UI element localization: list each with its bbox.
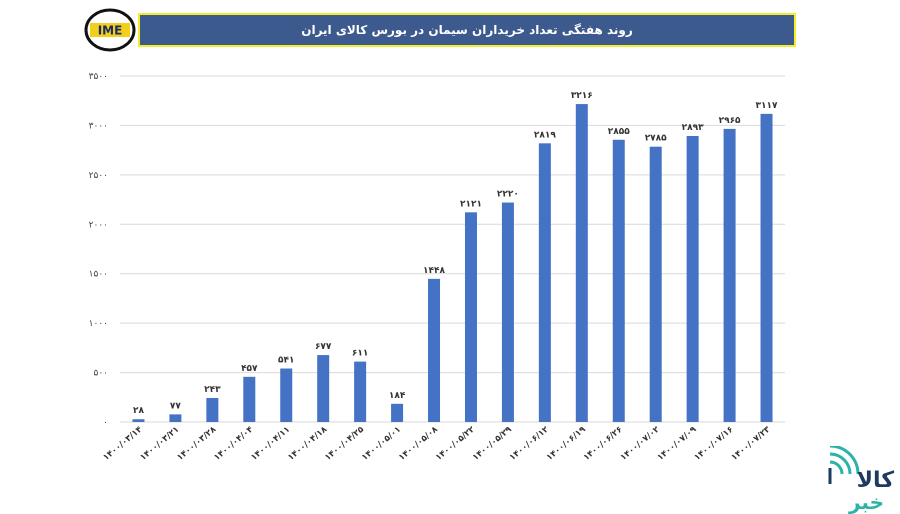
watermark-text-2: خبر xyxy=(848,490,884,514)
data-labels: ۲۸ ۷۷ ۲۴۳ ۴۵۷ ۵۴۱ ۶۷۷ ۶۱۱ ۱۸۴ ۱۴۴۸ ۲۱۲۱ ۲۲۲۰ ۲۸۱۹ ۳۲… xyxy=(133,91,778,416)
x-tick-label: ۱۴۰۰/۰۳/۲۱ xyxy=(138,425,181,463)
bar xyxy=(464,212,477,422)
data-label: ۶۱۱ xyxy=(352,349,368,359)
x-tick-label: ۱۴۰۰/۰۶/۱۲ xyxy=(508,424,552,463)
data-label: ۳۱۱۷ xyxy=(756,101,778,111)
bar xyxy=(169,414,182,422)
bar-chart: ۰ ۵۰۰ ۱۰۰۰ ۱۵۰۰ ۲۰۰۰ ۲۵۰۰ ۳۰۰۰ ۳۵۰۰ ۲۸ ۷۷ ۲۴۳ ۴۵۷ ۵… xyxy=(89,72,785,463)
data-label: ۵۴۱ xyxy=(278,356,294,366)
chart-title-text: روند هفتگی تعداد خریداران سیمان در بورس … xyxy=(301,23,633,37)
x-tick-label: ۱۴۰۰/۰۷/۱۶ xyxy=(693,425,736,463)
data-label: ۲۷۸۵ xyxy=(645,134,667,144)
bar xyxy=(760,113,773,422)
data-label: ۷۷ xyxy=(170,401,181,411)
bar xyxy=(575,104,588,422)
bar xyxy=(354,361,367,422)
signal-icon xyxy=(828,446,860,484)
x-tick-label: ۱۴۰۰/۰۴/۱۸ xyxy=(286,424,330,463)
bar xyxy=(723,128,736,423)
x-tick-label: ۱۴۰۰/۰۳/۱۴ xyxy=(101,425,144,463)
x-tick-label: ۱۴۰۰/۰۵/۲۲ xyxy=(434,424,478,463)
y-tick-label: ۱۰۰۰ xyxy=(89,319,108,329)
data-label: ۱۴۴۸ xyxy=(423,266,445,276)
bar xyxy=(428,278,441,422)
x-tick-label: ۱۴۰۰/۰۶/۲۶ xyxy=(582,425,625,463)
bar xyxy=(391,403,404,422)
x-tick-labels: ۱۴۰۰/۰۳/۱۴۱۴۰۰/۰۳/۲۱۱۴۰۰/۰۳/۲۸۱۴۰۰/۰۴/۰۴… xyxy=(101,424,773,463)
data-label: ۲۲۲۰ xyxy=(497,190,519,200)
y-tick-labels: ۰ ۵۰۰ ۱۰۰۰ ۱۵۰۰ ۲۰۰۰ ۲۵۰۰ ۳۰۰۰ ۳۵۰۰ xyxy=(89,72,108,428)
watermark-text-1: کالا xyxy=(856,468,894,493)
x-tick-label: ۱۴۰۰/۰۷/۰۹ xyxy=(656,424,700,463)
data-label: ۲۱۲۱ xyxy=(460,199,482,209)
bar xyxy=(280,368,293,422)
data-label: ۲۹۶۵ xyxy=(719,116,741,126)
chart-title: روند هفتگی تعداد خریداران سیمان در بورس … xyxy=(138,13,796,47)
x-tick-label: ۱۴۰۰/۰۴/۰۴ xyxy=(212,425,255,463)
data-label: ۲۸۱۹ xyxy=(534,130,556,140)
x-tick-label: ۱۴۰۰/۰۶/۱۹ xyxy=(545,424,589,463)
y-tick-label: ۰ xyxy=(103,418,108,428)
y-tick-label: ۲۵۰۰ xyxy=(89,171,108,181)
data-label: ۴۵۷ xyxy=(241,364,258,374)
y-tick-label: ۳۰۰۰ xyxy=(89,121,108,131)
x-tick-label: ۱۴۰۰/۰۴/۱۱ xyxy=(249,425,292,463)
x-tick-label: ۱۴۰۰/۰۷/۰۲ xyxy=(619,424,663,463)
grid-lines xyxy=(120,75,785,423)
data-label: ۶۷۷ xyxy=(315,342,332,352)
y-tick-label: ۲۰۰۰ xyxy=(89,220,108,230)
data-label: ۲۴۳ xyxy=(204,385,221,395)
bar xyxy=(132,419,145,422)
bar xyxy=(686,136,699,422)
bar xyxy=(243,376,256,422)
bar xyxy=(317,355,330,422)
x-tick-label: ۱۴۰۰/۰۵/۲۹ xyxy=(471,424,515,463)
bar xyxy=(501,202,514,422)
data-label: ۲۸۹۳ xyxy=(682,123,704,133)
x-tick-label: ۱۴۰۰/۰۵/۰۸ xyxy=(397,424,441,463)
x-tick-label: ۱۴۰۰/۰۵/۰۱ xyxy=(360,425,403,463)
bar xyxy=(649,146,662,422)
data-label: ۲۸ xyxy=(133,406,144,416)
x-tick-label: ۱۴۰۰/۰۷/۲۳ xyxy=(729,424,773,463)
data-label: ۱۸۴ xyxy=(389,391,406,401)
bar xyxy=(538,143,551,422)
data-label: ۲۸۵۵ xyxy=(608,127,630,137)
y-tick-label: ۵۰۰ xyxy=(93,369,108,379)
data-label: ۳۲۱۶ xyxy=(571,91,593,101)
ime-logo-text: IME xyxy=(98,24,123,38)
y-tick-label: ۳۵۰۰ xyxy=(89,72,108,82)
x-tick-label: ۱۴۰۰/۰۴/۲۵ xyxy=(323,425,366,463)
bar xyxy=(206,397,219,422)
kalakhabar-watermark: کالا خبر xyxy=(824,446,894,512)
ime-logo: IME xyxy=(84,8,136,52)
y-tick-label: ۱۵۰۰ xyxy=(89,270,108,280)
bars xyxy=(132,104,773,423)
x-tick-label: ۱۴۰۰/۰۳/۲۸ xyxy=(175,424,219,463)
bar xyxy=(612,139,625,422)
